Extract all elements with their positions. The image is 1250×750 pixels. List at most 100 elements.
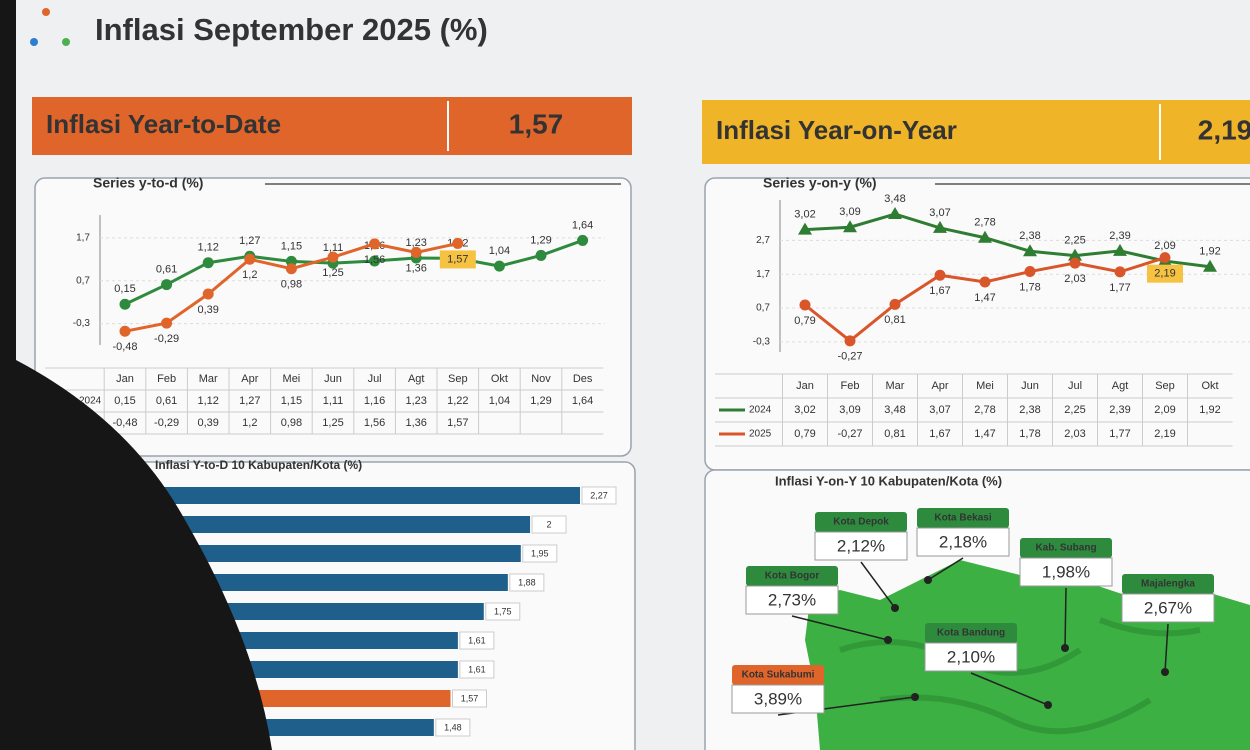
bar-label-box: [509, 573, 545, 592]
table-cell: 1,64: [572, 395, 593, 407]
table-cell: 2,38: [1019, 404, 1040, 416]
table-cell: 3,48: [884, 404, 905, 416]
bar: [160, 487, 580, 504]
x-tick-label: Jun: [1021, 380, 1039, 392]
data-label: 1,2: [242, 269, 257, 281]
x-tick-label: Jan: [116, 373, 134, 385]
table-cell: 1,92: [1199, 404, 1220, 416]
leader-line: [970, 672, 1049, 706]
callout-header: [732, 665, 824, 685]
table-cell: 0,81: [884, 428, 905, 440]
table-cell: 1,25: [322, 417, 343, 429]
table-cell: 3,07: [929, 404, 950, 416]
data-label: 0,79: [794, 315, 815, 327]
marker: [978, 230, 992, 243]
series-line: [804, 212, 1211, 269]
region-value: 2,12%: [837, 536, 885, 555]
table-cell: -0,48: [112, 417, 137, 429]
table-cell: 1,29: [530, 395, 551, 407]
region-value: 3,89%: [754, 689, 802, 708]
x-tick-label: Des: [573, 373, 593, 385]
callout-body: [924, 642, 1018, 672]
chart-panel: [34, 177, 632, 457]
table-cell: 2,25: [1064, 404, 1085, 416]
table-cell: 0,79: [794, 428, 815, 440]
table-cell: 0,98: [281, 417, 302, 429]
callout-header: [917, 508, 1009, 528]
highlight-box: [439, 250, 476, 269]
chart-title: Series y-to-d (%): [93, 175, 203, 191]
region-name: Majalengka: [1141, 579, 1195, 590]
kpi-bar: [32, 97, 632, 155]
table-cell: 3,09: [839, 404, 860, 416]
map-pin: [1061, 644, 1069, 652]
data-label: 1,29: [530, 234, 551, 246]
map-pin: [911, 693, 919, 701]
data-label: -0,27: [837, 351, 862, 363]
data-label: 2,38: [1019, 230, 1040, 242]
region-value: 2,73%: [768, 590, 816, 609]
marker: [1024, 266, 1036, 278]
bar: [160, 545, 521, 562]
data-label: 1,75: [494, 606, 512, 616]
data-label: 0,81: [884, 314, 905, 326]
data-label: 1,12: [197, 242, 218, 254]
data-label: 2,27: [590, 490, 608, 500]
data-label: 2,78: [974, 217, 995, 229]
region-name: Kota Bandung: [937, 628, 1005, 639]
highlight-box: [1147, 264, 1183, 283]
logo-dot: [62, 38, 70, 46]
data-label: 0,98: [281, 279, 302, 291]
marker: [889, 298, 901, 310]
marker: [452, 237, 464, 249]
bar-label-box: [459, 660, 495, 679]
data-label: 3,07: [929, 207, 950, 219]
table-cell: 0,61: [156, 395, 177, 407]
table-cell: 1,04: [489, 395, 510, 407]
bar-label-box: [451, 689, 487, 708]
data-label: 1,27: [239, 235, 260, 247]
callout-body: [1121, 593, 1215, 623]
x-tick-label: Jun: [324, 373, 342, 385]
foreground-silhouette: [0, 0, 272, 750]
table-cell: 1,57: [447, 417, 468, 429]
table-cell: 2,19: [1154, 428, 1175, 440]
legend-label: 2024: [749, 405, 772, 416]
kpi-label: Inflasi Year-on-Year: [716, 115, 957, 145]
marker: [1069, 257, 1081, 269]
data-label: 1,57: [447, 253, 468, 265]
map-pin: [1044, 701, 1052, 709]
data-label: 1,61: [468, 635, 486, 645]
table-cell: 1,78: [1019, 428, 1040, 440]
legend-label: 2025: [749, 429, 772, 440]
marker: [161, 317, 173, 329]
region-value: 2,10%: [947, 647, 995, 666]
callout-header: [1020, 538, 1112, 558]
data-label: 2,39: [1109, 230, 1130, 242]
data-label: 1,61: [468, 664, 486, 674]
y-tick-label: 2,7: [756, 235, 770, 246]
y-tick-label: -0,3: [753, 336, 771, 347]
marker: [535, 249, 547, 261]
bar-label-box: [581, 486, 617, 505]
marker: [369, 255, 381, 267]
data-label: 1,64: [572, 219, 593, 231]
bar: [160, 516, 531, 533]
table-cell: 1,47: [974, 428, 995, 440]
data-label: 1,47: [974, 292, 995, 304]
leader-line: [927, 557, 964, 581]
callout-body: [916, 527, 1010, 557]
table-cell: -0,29: [154, 417, 179, 429]
marker: [1203, 259, 1217, 272]
x-tick-label: Nov: [531, 373, 551, 385]
data-label: -0,29: [154, 333, 179, 345]
kpi-value: 2,19: [1198, 114, 1250, 145]
marker: [799, 299, 811, 311]
marker: [843, 220, 857, 233]
map-pin: [891, 604, 899, 612]
marker: [979, 276, 991, 288]
callout-body: [745, 585, 839, 615]
x-tick-label: Sep: [448, 373, 468, 385]
data-label: 1,92: [1199, 246, 1220, 258]
